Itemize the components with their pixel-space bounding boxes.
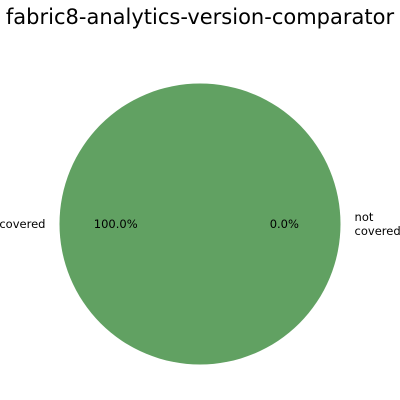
- chart-title: fabric8-analytics-version-comparator: [6, 5, 395, 29]
- slice-label-covered: covered: [0, 217, 45, 231]
- pct-label-covered: 100.0%: [94, 217, 138, 231]
- pie-slices: [59, 83, 341, 365]
- slice-label-not-covered: not covered: [355, 210, 400, 238]
- pie-labels: 100.0% covered 0.0% not covered: [0, 210, 400, 238]
- pct-label-not-covered: 0.0%: [270, 217, 299, 231]
- pie-slice-covered: [59, 83, 341, 365]
